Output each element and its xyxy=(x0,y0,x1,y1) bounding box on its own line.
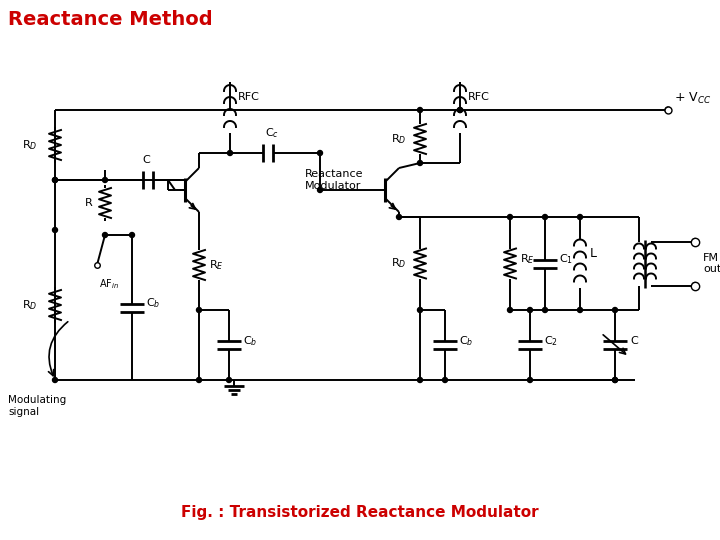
Text: R$_D$: R$_D$ xyxy=(22,298,37,312)
Text: C$_b$: C$_b$ xyxy=(459,334,474,348)
Text: C: C xyxy=(630,336,638,346)
Circle shape xyxy=(542,214,547,219)
Circle shape xyxy=(528,307,533,313)
Text: R: R xyxy=(85,198,93,208)
Circle shape xyxy=(692,282,698,288)
Circle shape xyxy=(457,107,462,112)
Text: C$_c$: C$_c$ xyxy=(265,126,279,140)
Text: L: L xyxy=(590,247,597,260)
Circle shape xyxy=(613,307,618,313)
Circle shape xyxy=(457,107,462,112)
Text: C$_1$: C$_1$ xyxy=(559,253,573,266)
Circle shape xyxy=(227,377,232,382)
Circle shape xyxy=(53,377,58,382)
Circle shape xyxy=(692,239,698,245)
Circle shape xyxy=(613,377,618,382)
Text: R$_E$: R$_E$ xyxy=(209,258,224,272)
Circle shape xyxy=(318,151,323,156)
Text: RFC: RFC xyxy=(238,92,260,102)
Circle shape xyxy=(542,307,547,313)
Circle shape xyxy=(102,178,107,183)
Text: Modulating
signal: Modulating signal xyxy=(8,395,66,416)
Text: RFC: RFC xyxy=(468,92,490,102)
Circle shape xyxy=(418,160,423,165)
Circle shape xyxy=(53,227,58,233)
Text: Fig. : Transistorized Reactance Modulator: Fig. : Transistorized Reactance Modulato… xyxy=(181,504,539,519)
Circle shape xyxy=(443,377,448,382)
Circle shape xyxy=(418,107,423,112)
Circle shape xyxy=(665,107,671,113)
Circle shape xyxy=(418,377,423,382)
Text: + V$_{CC}$: + V$_{CC}$ xyxy=(674,91,711,106)
Text: C: C xyxy=(142,155,150,165)
Circle shape xyxy=(418,307,423,313)
Circle shape xyxy=(577,307,582,313)
Circle shape xyxy=(397,214,402,219)
Text: Reactance
Modulator: Reactance Modulator xyxy=(305,169,364,191)
Circle shape xyxy=(130,233,135,238)
Circle shape xyxy=(318,187,323,192)
Text: R$_D$: R$_D$ xyxy=(390,132,406,146)
Circle shape xyxy=(577,214,582,219)
Text: R$_E$: R$_E$ xyxy=(520,253,535,266)
Circle shape xyxy=(53,178,58,183)
Circle shape xyxy=(53,178,58,183)
Text: C$_b$: C$_b$ xyxy=(243,334,258,348)
Circle shape xyxy=(613,377,618,382)
Text: Reactance Method: Reactance Method xyxy=(8,10,212,29)
Circle shape xyxy=(197,377,202,382)
Text: C$_2$: C$_2$ xyxy=(544,334,558,348)
Circle shape xyxy=(508,214,513,219)
Text: AF$_{in}$: AF$_{in}$ xyxy=(99,277,119,291)
Text: R$_D$: R$_D$ xyxy=(22,138,37,152)
Circle shape xyxy=(508,307,513,313)
Circle shape xyxy=(197,307,202,313)
Text: R$_D$: R$_D$ xyxy=(390,256,406,271)
Text: FM
out: FM out xyxy=(703,253,720,274)
Circle shape xyxy=(228,151,233,156)
Circle shape xyxy=(528,377,533,382)
Circle shape xyxy=(102,233,107,238)
Text: C$_b$: C$_b$ xyxy=(146,296,161,310)
